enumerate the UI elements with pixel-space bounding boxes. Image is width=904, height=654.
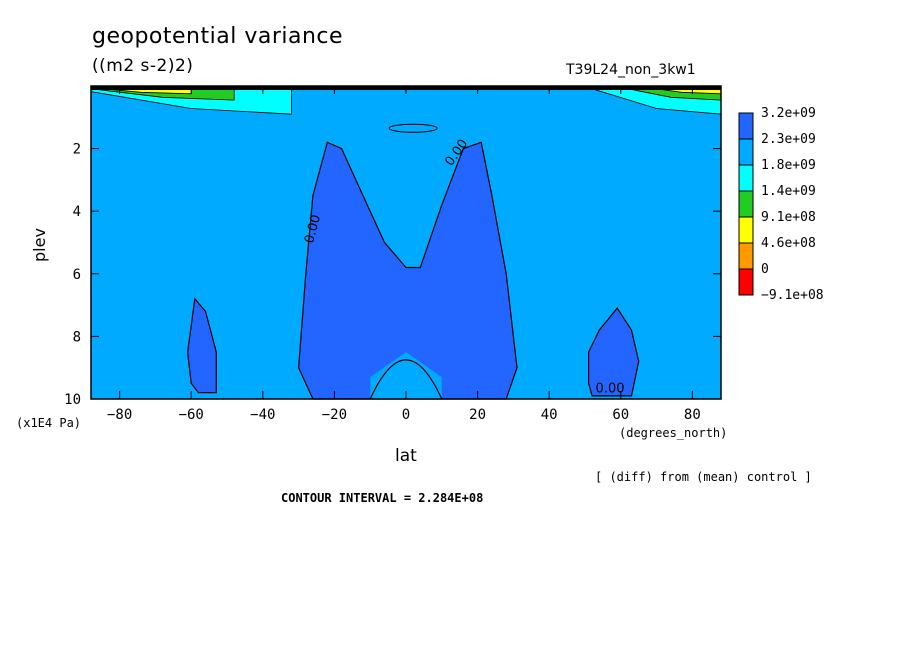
colorbar-label: 9.1e+08	[761, 210, 816, 225]
colorbar-swatch	[738, 138, 754, 166]
colorbar-swatch	[738, 216, 754, 244]
x-tick-label: 0	[402, 407, 410, 423]
y-tick-label: 8	[73, 329, 81, 345]
y-tick-label: 10	[64, 392, 81, 408]
x-tick-label: 20	[469, 407, 486, 423]
x-tick-label: 60	[612, 407, 629, 423]
x-tick-label: −20	[322, 407, 347, 423]
x-axis-label: lat	[395, 446, 417, 466]
y-tick-label: 2	[73, 142, 81, 158]
x-axis-unit: (degrees_north)	[619, 426, 728, 440]
x-tick-label: −40	[250, 407, 275, 423]
negative-region-right	[588, 307, 640, 397]
y-tick-label: 6	[73, 267, 81, 283]
contour-label: 0.00	[596, 382, 625, 397]
center-bottom-contour	[369, 359, 443, 400]
colorbar-label: 0	[761, 262, 769, 277]
x-tick-label: 40	[541, 407, 558, 423]
colorbar-swatch	[738, 242, 754, 270]
y-axis-unit: (x1E4 Pa)	[16, 416, 82, 430]
chart-title: geopotential variance	[92, 24, 344, 49]
colorbar-swatch	[738, 112, 754, 140]
small-contour	[388, 123, 438, 133]
colorbar-label: 3.2e+09	[761, 106, 816, 121]
contour-interval: CONTOUR INTERVAL = 2.284E+08	[281, 491, 484, 505]
colorbar-swatch	[738, 190, 754, 218]
y-tick-label: 4	[73, 204, 81, 220]
colorbar-label: 4.6e+08	[761, 236, 816, 251]
negative-region-left	[186, 297, 217, 394]
colorbar-label: 1.4e+09	[761, 184, 816, 199]
x-tick-label: 80	[684, 407, 701, 423]
colorbar-label: 1.8e+09	[761, 158, 816, 173]
colorbar-swatch	[738, 268, 754, 296]
negative-region-center	[297, 141, 518, 400]
diff-note: [ (diff) from (mean) control ]	[595, 470, 812, 484]
colorbar-label: 2.3e+09	[761, 132, 816, 147]
run-label: T39L24_non_3kw1	[566, 62, 696, 78]
chart-units: ((m2 s-2)2)	[92, 56, 194, 76]
colorbar-label: −9.1e+08	[761, 288, 824, 303]
x-tick-label: −60	[179, 407, 204, 423]
y-axis-label: plev	[30, 228, 49, 262]
x-tick-label: −80	[107, 407, 132, 423]
colorbar-swatch	[738, 164, 754, 192]
contour-label: 0.00	[302, 213, 324, 245]
